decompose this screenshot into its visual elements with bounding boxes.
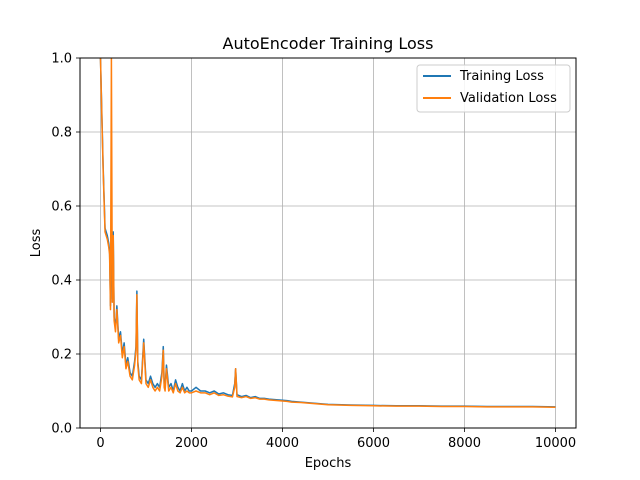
x-tick-label: 0 [96,436,104,451]
x-tick-label: 4000 [266,436,299,451]
y-axis-label: Loss [29,229,44,258]
plot-frame [79,57,577,429]
legend-label-validation: Validation Loss [460,91,557,106]
y-tick-label: 0.8 [51,126,72,141]
series-line-validation [99,58,556,409]
y-tick-label: 0.6 [51,200,72,215]
legend: Training Loss Validation Loss [416,64,571,113]
x-tick-label: 6000 [357,436,390,451]
x-tick-label: 10000 [535,436,576,451]
y-axis: 0.0 0.2 0.4 0.6 0.8 1.0 [51,52,80,437]
chart-title: AutoEncoder Training Loss [223,34,434,53]
y-tick-label: 0.2 [51,348,72,363]
y-tick-label: 1.0 [51,52,72,67]
x-axis-label: Epochs [305,456,352,471]
x-tick-label: 2000 [175,436,208,451]
legend-box [416,64,571,113]
legend-label-training: Training Loss [459,69,544,84]
series-layer [99,58,556,409]
x-axis: 0 2000 4000 6000 8000 10000 [96,428,576,451]
x-tick-label: 8000 [448,436,481,451]
y-tick-label: 0.0 [51,422,72,437]
y-tick-label: 0.4 [51,274,72,289]
